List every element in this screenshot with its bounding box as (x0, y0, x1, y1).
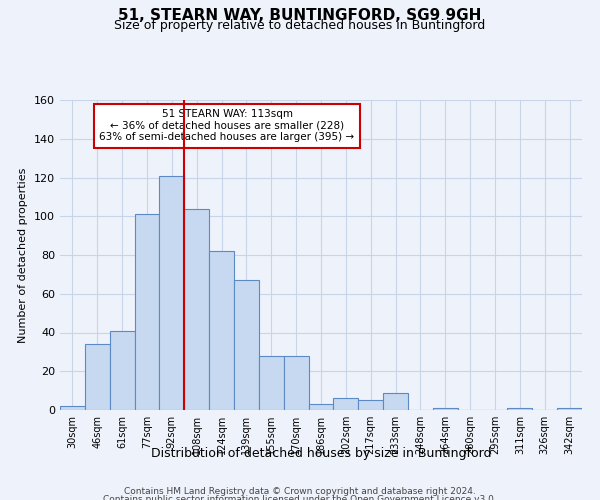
Bar (234, 280, 259, 410)
Bar (433, 408, 458, 410)
Bar (110, 330, 134, 410)
Text: Contains HM Land Registry data © Crown copyright and database right 2024.: Contains HM Land Registry data © Crown c… (124, 488, 476, 496)
Bar (334, 398, 358, 410)
Text: 51 STEARN WAY: 113sqm
← 36% of detached houses are smaller (228)
63% of semi-det: 51 STEARN WAY: 113sqm ← 36% of detached … (100, 110, 355, 142)
Bar (134, 214, 160, 410)
Text: Size of property relative to detached houses in Buntingford: Size of property relative to detached ho… (115, 18, 485, 32)
Text: Distribution of detached houses by size in Buntingford: Distribution of detached houses by size … (151, 448, 491, 460)
Text: Contains public sector information licensed under the Open Government Licence v3: Contains public sector information licen… (103, 495, 497, 500)
Bar (259, 356, 284, 410)
Bar (308, 404, 334, 410)
Bar (508, 408, 532, 410)
Bar (60, 406, 85, 410)
Bar (184, 208, 209, 410)
Bar (160, 176, 184, 410)
Bar (383, 392, 408, 410)
Bar (358, 400, 383, 410)
Bar (209, 251, 234, 410)
Y-axis label: Number of detached properties: Number of detached properties (19, 168, 28, 342)
Text: 51, STEARN WAY, BUNTINGFORD, SG9 9GH: 51, STEARN WAY, BUNTINGFORD, SG9 9GH (118, 8, 482, 22)
Bar (557, 408, 582, 410)
Bar (284, 356, 308, 410)
Bar (85, 344, 110, 410)
